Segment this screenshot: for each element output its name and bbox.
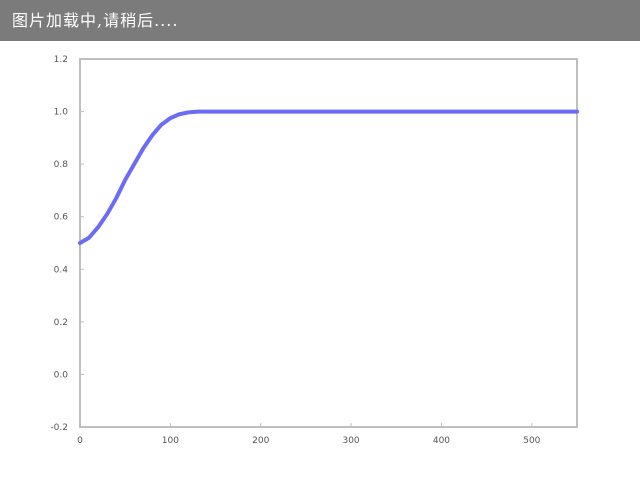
loading-banner: 图片加载中,请稍后.... bbox=[0, 0, 640, 41]
y-tick-label: 1.0 bbox=[54, 108, 69, 118]
x-tick-label: 300 bbox=[342, 436, 359, 446]
x-tick-label: 500 bbox=[523, 436, 540, 446]
chart-area: -0.2 0.0 0.2 0.4 0.6 0.8 1.0 1.2 0 100 200 300 400 50… bbox=[0, 41, 640, 480]
y-tick-label: 0.6 bbox=[54, 213, 69, 223]
y-tick-label: 0.0 bbox=[54, 370, 69, 380]
y-tick-label: 0.2 bbox=[54, 318, 68, 328]
x-tick-label: 100 bbox=[162, 436, 179, 446]
series-line bbox=[78, 109, 579, 245]
series-group bbox=[78, 109, 579, 245]
plot-frame bbox=[79, 58, 578, 428]
y-tick-label: -0.2 bbox=[50, 423, 68, 433]
x-tick-label: 0 bbox=[77, 436, 83, 446]
y-tick-label: 0.8 bbox=[54, 160, 69, 170]
y-tick-label: 0.4 bbox=[54, 265, 69, 275]
x-tick-label: 200 bbox=[252, 436, 269, 446]
ticks-group: -0.2 0.0 0.2 0.4 0.6 0.8 1.0 1.2 0 100 200 300 400 50… bbox=[50, 55, 540, 446]
axes-group bbox=[79, 58, 578, 428]
loading-text: 图片加载中,请稍后.... bbox=[12, 11, 179, 30]
y-tick-label: 1.2 bbox=[54, 55, 68, 65]
x-tick-label: 400 bbox=[433, 436, 450, 446]
line-chart: -0.2 0.0 0.2 0.4 0.6 0.8 1.0 1.2 0 100 200 300 400 50… bbox=[50, 55, 579, 446]
